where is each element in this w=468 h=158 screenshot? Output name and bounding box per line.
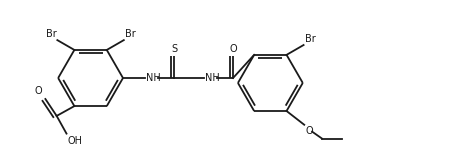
Text: NH: NH: [205, 73, 219, 83]
Text: NH: NH: [146, 73, 161, 83]
Text: O: O: [229, 44, 237, 55]
Text: Br: Br: [305, 34, 315, 44]
Text: O: O: [34, 86, 42, 96]
Text: S: S: [171, 44, 177, 55]
Text: O: O: [305, 126, 313, 136]
Text: OH: OH: [67, 136, 82, 146]
Text: Br: Br: [45, 29, 56, 39]
Text: Br: Br: [125, 29, 136, 39]
